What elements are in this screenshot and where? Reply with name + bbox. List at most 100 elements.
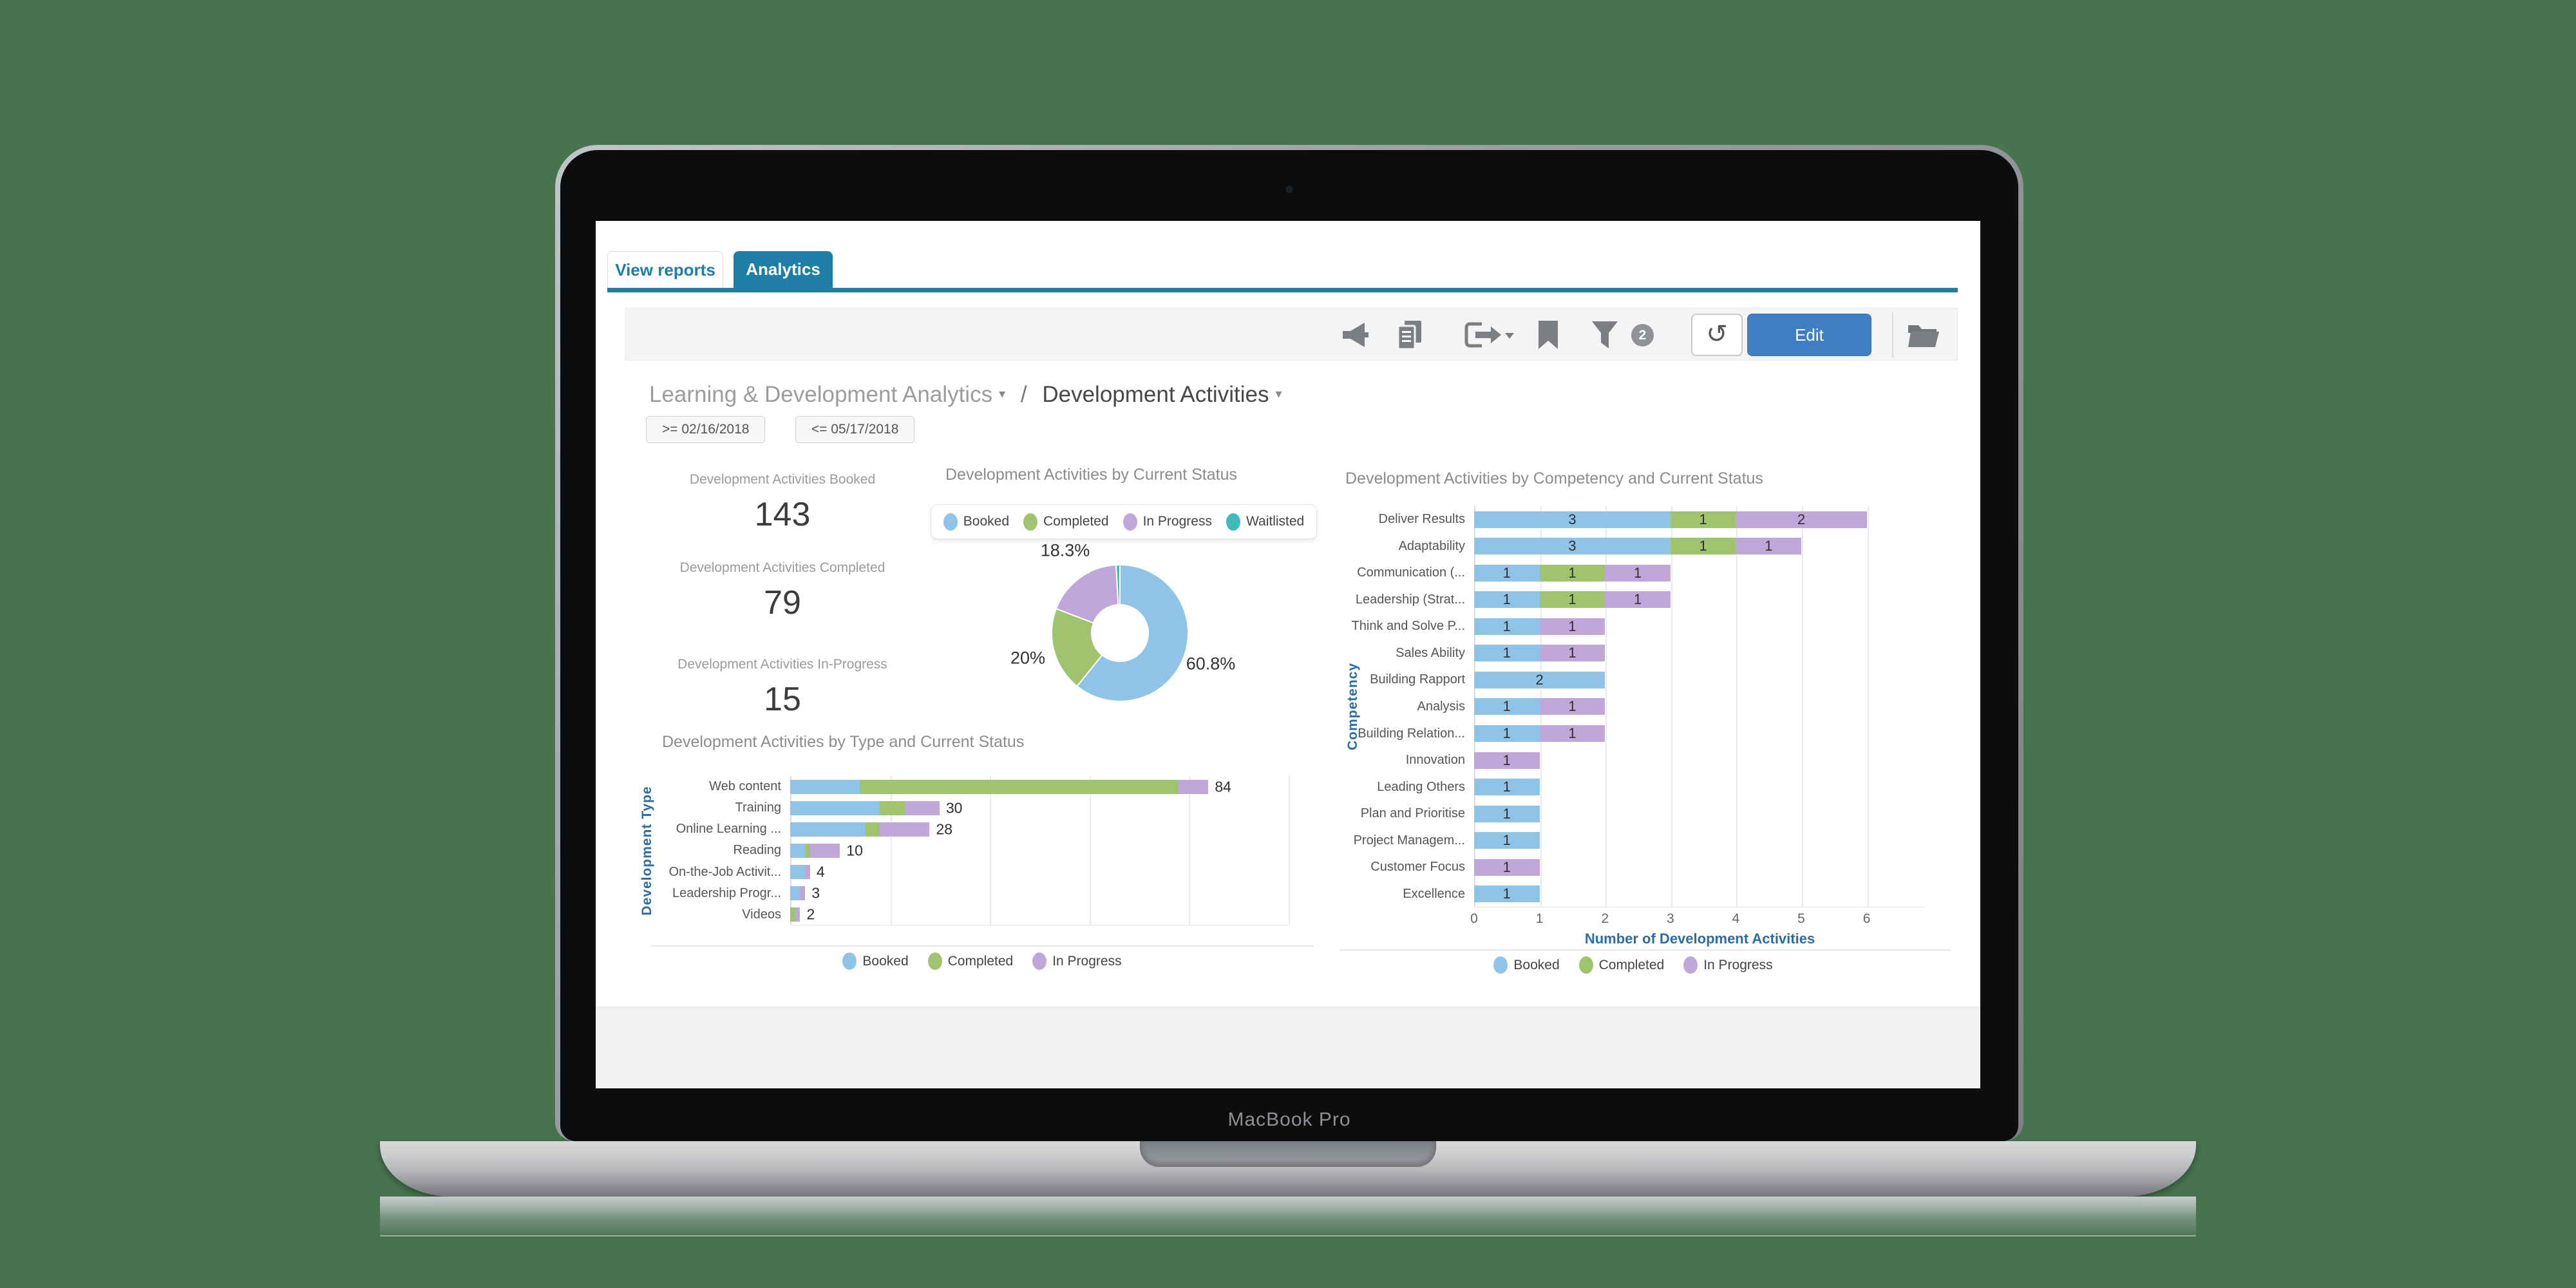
competency-chart-ticks: 0 1 2 3 4 5 6: [1470, 911, 1926, 928]
legend-label: In Progress: [1142, 514, 1212, 529]
category-label: Videos: [742, 907, 781, 922]
bar-segment-in-progress[interactable]: [795, 907, 800, 922]
bar-segment-booked[interactable]: [790, 865, 806, 880]
tab-analytics[interactable]: Analytics: [734, 251, 833, 289]
bar-segment-completed[interactable]: [864, 822, 880, 837]
bar-segment-booked[interactable]: [790, 886, 800, 901]
bar-segment-in-progress[interactable]: [800, 886, 806, 901]
bar-segment-in-progress[interactable]: 1: [1539, 698, 1605, 715]
bar-segment-booked[interactable]: 3: [1474, 511, 1671, 528]
bar-segment-in-progress[interactable]: [880, 822, 930, 837]
refresh-button[interactable]: ↺: [1691, 314, 1743, 356]
bar-segment-booked[interactable]: 1: [1474, 779, 1540, 796]
kpi-in-progress: Development Activities In-Progress 15: [673, 657, 892, 719]
bar-track: 2: [1474, 667, 1926, 694]
legend-item-in-progress[interactable]: In Progress: [1032, 952, 1122, 970]
bar-segment-in-progress[interactable]: 1: [1605, 591, 1671, 609]
bar-segment-booked[interactable]: [790, 843, 806, 858]
tab-view-reports[interactable]: View reports: [607, 251, 723, 289]
donut-slice-waitlisted[interactable]: [1115, 564, 1121, 606]
bar-segment-completed[interactable]: 1: [1670, 511, 1736, 528]
gridline: [990, 776, 992, 925]
bar-segment-completed[interactable]: [880, 800, 905, 815]
bar-segment-in-progress[interactable]: 1: [1736, 538, 1801, 555]
bar-segment-in-progress[interactable]: 1: [1539, 645, 1605, 662]
completed-dot-icon: [1578, 956, 1593, 974]
bar-segment-in-progress[interactable]: [1178, 779, 1209, 794]
edit-button[interactable]: Edit: [1747, 314, 1871, 356]
category-label: Customer Focus: [1370, 860, 1465, 875]
bar-segment-booked[interactable]: 1: [1474, 591, 1540, 609]
bar-segment-booked[interactable]: [790, 800, 880, 815]
gridline: [1867, 506, 1869, 907]
legend-item-completed[interactable]: Completed: [927, 952, 1013, 970]
legend-item-completed[interactable]: Completed: [1578, 956, 1664, 974]
bar-segment-booked[interactable]: 3: [1474, 538, 1671, 555]
donut-chart-title: Development Activities by Current Status: [945, 466, 1237, 484]
completed-dot-icon: [1023, 513, 1038, 531]
bar-segment-booked[interactable]: 1: [1474, 698, 1540, 715]
export-icon[interactable]: [1459, 308, 1520, 361]
bar-segment-in-progress[interactable]: 1: [1539, 618, 1605, 635]
bar-row-project-managem: Project Managem... 1: [1317, 827, 1926, 854]
donut-slice-in-progress[interactable]: [1055, 564, 1119, 624]
breadcrumb-current[interactable]: Development Activities: [1042, 382, 1269, 407]
stacked-bar: 1: [1474, 752, 1540, 769]
category-label: Sales Ability: [1396, 645, 1465, 660]
legend-item-waitlisted[interactable]: Waitlisted: [1226, 513, 1304, 531]
stacked-bar: [790, 779, 1209, 794]
bookmark-icon[interactable]: [1531, 308, 1565, 361]
bar-segment-in-progress[interactable]: [904, 800, 940, 815]
bar-segment-completed[interactable]: [860, 779, 1179, 794]
legend-item-booked[interactable]: Booked: [842, 952, 909, 970]
legend-item-completed[interactable]: Completed: [1023, 513, 1109, 531]
bar-segment-in-progress[interactable]: 1: [1474, 858, 1540, 876]
bar-row-videos: Videos 2: [629, 904, 1288, 925]
bar-segment-booked[interactable]: 1: [1474, 618, 1540, 635]
bar-segment-booked[interactable]: 1: [1474, 564, 1540, 582]
bar-segment-booked[interactable]: [790, 822, 865, 837]
breadcrumb: Learning & Development Analytics ▾ / Deve…: [649, 382, 1282, 408]
bar-segment-booked[interactable]: 1: [1474, 832, 1540, 849]
bar-segment-booked[interactable]: 1: [1474, 886, 1540, 903]
bar-segment-booked[interactable]: [790, 779, 860, 794]
legend-item-in-progress[interactable]: In Progress: [1122, 513, 1212, 531]
dropdown-caret-icon[interactable]: ▾: [999, 387, 1006, 401]
bar-row-analysis: Analysis 1 1: [1317, 694, 1926, 721]
bar-row-training: Training 30: [629, 797, 1288, 819]
bar-segment-in-progress[interactable]: 2: [1736, 511, 1867, 528]
category-label: Reading: [733, 843, 781, 858]
bar-row-leadership-progr: Leadership Progr... 3: [629, 883, 1288, 904]
bar-segment-completed[interactable]: 1: [1670, 538, 1736, 555]
report-copy-icon[interactable]: [1390, 308, 1429, 361]
date-filter-from[interactable]: >= 02/16/2018: [646, 416, 766, 443]
folder-icon[interactable]: [1904, 308, 1944, 361]
legend-item-in-progress[interactable]: In Progress: [1683, 956, 1773, 974]
dropdown-caret-icon[interactable]: ▾: [1275, 387, 1282, 401]
bar-segment-booked[interactable]: 2: [1474, 671, 1605, 688]
bar-segment-completed[interactable]: 1: [1539, 591, 1605, 609]
filter-icon[interactable]: [1588, 308, 1622, 361]
date-filter-to[interactable]: <= 05/17/2018: [795, 416, 915, 443]
bar-segment-completed[interactable]: [790, 907, 795, 922]
bar-segment-in-progress[interactable]: [805, 865, 810, 880]
legend-item-booked[interactable]: Booked: [1493, 956, 1560, 974]
booked-dot-icon: [943, 513, 958, 531]
gridline: [1605, 506, 1607, 907]
donut-slice-booked[interactable]: [1076, 564, 1189, 702]
bar-segment-in-progress[interactable]: 1: [1539, 725, 1605, 743]
bar-segment-completed[interactable]: [805, 843, 810, 858]
breadcrumb-parent[interactable]: Learning & Development Analytics: [649, 382, 993, 407]
bar-segment-completed[interactable]: 1: [1539, 564, 1605, 582]
bar-segment-in-progress[interactable]: [810, 843, 840, 858]
megaphone-icon[interactable]: [1336, 308, 1375, 361]
bar-segment-booked[interactable]: 1: [1474, 725, 1540, 743]
bar-segment-in-progress[interactable]: 1: [1605, 564, 1671, 582]
bar-segment-booked[interactable]: 1: [1474, 805, 1540, 822]
legend-label: Booked: [1513, 957, 1560, 972]
donut-slice-completed[interactable]: [1051, 607, 1103, 687]
bar-segment-booked[interactable]: 1: [1474, 645, 1540, 662]
bar-segment-in-progress[interactable]: 1: [1474, 752, 1540, 769]
legend-item-booked[interactable]: Booked: [943, 513, 1009, 531]
